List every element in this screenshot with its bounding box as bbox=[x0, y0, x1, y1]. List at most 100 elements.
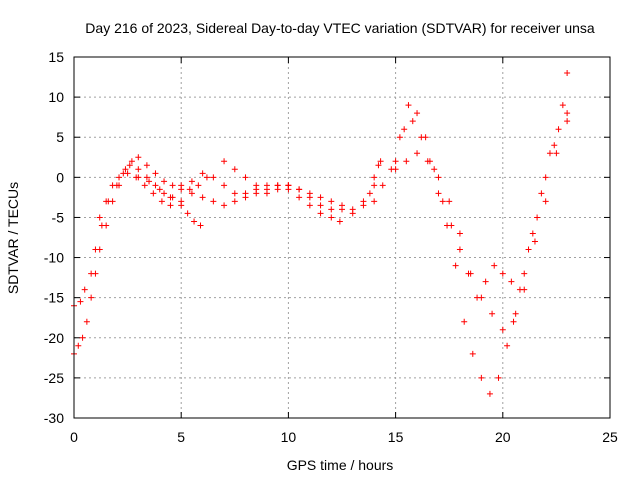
x-tick-label: 15 bbox=[388, 429, 404, 445]
data-point bbox=[83, 318, 90, 325]
x-tick-label: 20 bbox=[495, 429, 511, 445]
data-point bbox=[446, 198, 453, 205]
data-point bbox=[424, 158, 431, 165]
data-point bbox=[371, 182, 378, 189]
y-tick-label: -20 bbox=[44, 330, 64, 346]
data-point bbox=[126, 162, 133, 169]
data-point bbox=[510, 318, 517, 325]
data-point bbox=[392, 158, 399, 165]
data-point bbox=[128, 158, 135, 165]
data-point bbox=[469, 350, 476, 357]
data-point bbox=[242, 174, 249, 181]
data-point bbox=[328, 206, 335, 213]
data-point bbox=[339, 202, 345, 209]
data-point bbox=[375, 162, 382, 169]
data-point bbox=[199, 194, 206, 201]
data-point bbox=[377, 158, 384, 165]
data-point bbox=[366, 190, 373, 197]
data-point bbox=[538, 190, 545, 197]
satellite-track-8 bbox=[392, 110, 571, 397]
data-point bbox=[109, 182, 116, 189]
data-point bbox=[203, 174, 210, 181]
data-point bbox=[161, 190, 168, 197]
data-point bbox=[253, 182, 260, 189]
plot-frame bbox=[73, 56, 611, 419]
data-point bbox=[521, 286, 528, 293]
x-tick-label: 0 bbox=[70, 429, 78, 445]
data-point bbox=[124, 170, 131, 177]
data-point bbox=[242, 190, 249, 197]
y-tick-label: 0 bbox=[56, 169, 64, 185]
data-point bbox=[158, 198, 165, 205]
grid-lines bbox=[74, 57, 610, 418]
data-point bbox=[188, 190, 195, 197]
data-point bbox=[508, 278, 515, 285]
data-point bbox=[184, 210, 191, 217]
y-axis-label: SDTVAR / TECUs bbox=[5, 182, 21, 294]
data-point bbox=[467, 270, 474, 277]
data-point bbox=[456, 246, 463, 253]
data-point bbox=[482, 278, 489, 285]
data-point bbox=[150, 190, 157, 197]
data-point bbox=[317, 202, 324, 209]
data-point bbox=[317, 210, 324, 217]
satellite-track-6 bbox=[285, 162, 382, 213]
data-point bbox=[371, 198, 378, 205]
data-point bbox=[409, 118, 416, 125]
y-tick-label: -25 bbox=[44, 370, 64, 386]
data-point bbox=[512, 310, 519, 317]
data-point bbox=[92, 270, 99, 277]
data-point bbox=[167, 202, 174, 209]
data-point bbox=[525, 246, 532, 253]
data-point bbox=[414, 110, 421, 117]
data-point bbox=[231, 166, 238, 173]
data-point bbox=[306, 202, 313, 209]
data-point bbox=[401, 126, 408, 133]
data-point bbox=[551, 142, 558, 149]
data-point bbox=[306, 190, 313, 197]
data-point bbox=[167, 194, 174, 201]
data-point bbox=[491, 262, 498, 269]
x-axis-label: GPS time / hours bbox=[287, 457, 394, 473]
data-point bbox=[414, 150, 421, 157]
data-point bbox=[564, 118, 571, 125]
data-point bbox=[486, 390, 493, 397]
y-tick-label: -5 bbox=[52, 209, 65, 225]
data-point bbox=[439, 198, 446, 205]
satellite-track-9 bbox=[392, 118, 571, 333]
data-point bbox=[186, 186, 193, 193]
data-point bbox=[495, 374, 502, 381]
y-tick-label: 15 bbox=[48, 49, 64, 65]
data-point bbox=[531, 238, 538, 245]
data-point bbox=[103, 222, 110, 229]
x-tick-label: 10 bbox=[281, 429, 297, 445]
data-point bbox=[328, 198, 335, 205]
data-point bbox=[103, 198, 110, 205]
data-point bbox=[489, 310, 496, 317]
data-point bbox=[135, 174, 142, 181]
data-point bbox=[392, 166, 399, 173]
data-point bbox=[371, 174, 378, 181]
data-point bbox=[231, 198, 238, 205]
data-point bbox=[521, 270, 528, 277]
data-point bbox=[478, 294, 485, 301]
data-point bbox=[360, 202, 367, 209]
y-tick-label: 5 bbox=[56, 129, 64, 145]
data-point bbox=[274, 182, 281, 189]
data-point bbox=[542, 198, 549, 205]
data-point bbox=[152, 170, 159, 177]
data-point bbox=[178, 198, 185, 205]
data-point bbox=[210, 174, 217, 181]
data-point bbox=[88, 294, 95, 301]
data-point bbox=[231, 190, 238, 197]
data-point bbox=[285, 182, 292, 189]
data-point bbox=[546, 150, 553, 157]
data-point bbox=[143, 162, 150, 169]
data-point bbox=[96, 246, 103, 253]
data-point bbox=[564, 70, 571, 77]
data-point bbox=[336, 218, 343, 225]
data-point bbox=[534, 214, 541, 221]
data-point bbox=[75, 342, 82, 349]
